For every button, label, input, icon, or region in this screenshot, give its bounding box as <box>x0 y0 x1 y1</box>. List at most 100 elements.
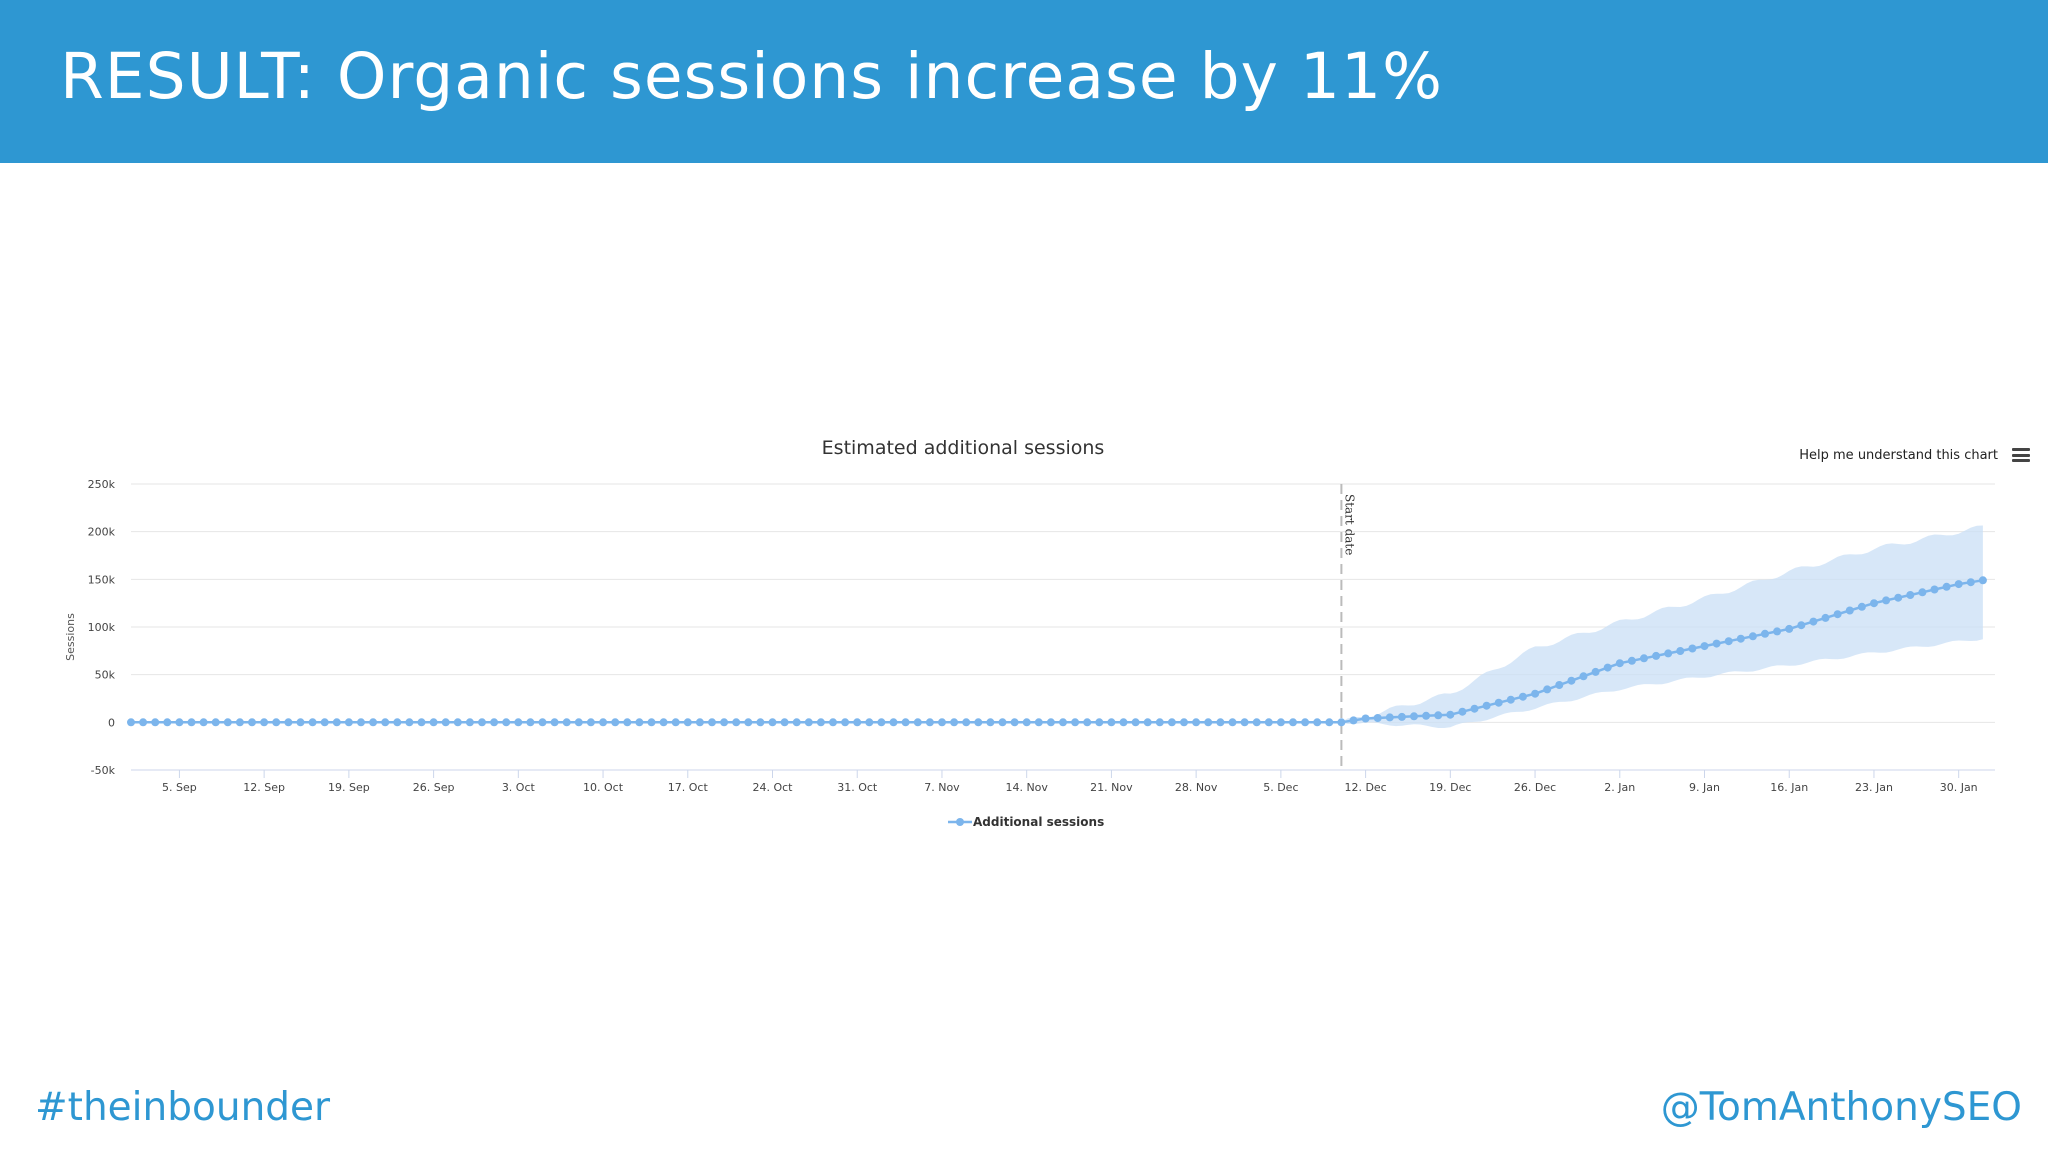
data-point <box>1797 621 1806 630</box>
data-point <box>1010 718 1019 727</box>
data-point <box>720 718 729 727</box>
x-tick-label: 19. Dec <box>1429 781 1471 794</box>
data-point <box>260 718 269 727</box>
data-point <box>514 718 523 727</box>
data-point <box>1506 695 1515 704</box>
data-point <box>1857 602 1866 611</box>
data-point <box>1276 718 1285 727</box>
data-point <box>1385 713 1394 722</box>
legend-item-additional-sessions: Additional sessions <box>973 815 1104 829</box>
x-tick-label: 2. Jan <box>1604 781 1635 794</box>
y-axis-label: Sessions <box>64 613 77 661</box>
data-point <box>829 718 837 727</box>
data-point <box>841 718 850 727</box>
data-point <box>1870 599 1878 608</box>
data-point <box>1543 685 1552 694</box>
data-point <box>792 718 801 727</box>
data-point <box>1155 718 1164 727</box>
x-tick-label: 23. Jan <box>1855 781 1893 794</box>
data-point <box>586 718 595 727</box>
data-point <box>538 718 547 727</box>
data-point <box>1470 704 1479 713</box>
data-point <box>478 718 486 727</box>
data-point <box>1422 711 1431 720</box>
data-point <box>1531 689 1540 698</box>
y-tick-label: 250k <box>88 478 116 491</box>
data-point <box>1289 718 1297 727</box>
data-point <box>1882 596 1891 605</box>
data-point <box>1131 718 1140 727</box>
data-point <box>1349 716 1358 725</box>
data-point <box>1640 654 1648 663</box>
hamburger-menu-icon[interactable] <box>2012 448 2030 462</box>
data-point <box>804 718 813 727</box>
x-tick-label: 10. Oct <box>583 781 624 794</box>
data-point <box>1773 627 1782 636</box>
x-tick-label: 17. Oct <box>668 781 709 794</box>
data-point <box>1252 718 1261 727</box>
data-point <box>1978 576 1987 585</box>
data-point <box>1906 591 1915 599</box>
x-tick-label: 5. Sep <box>162 781 197 794</box>
x-tick-label: 31. Oct <box>837 781 878 794</box>
data-point <box>1942 582 1951 591</box>
data-point <box>1167 718 1176 727</box>
data-point <box>1022 718 1031 727</box>
data-point <box>877 718 886 727</box>
twitter-handle-text: @TomAnthonySEO <box>1660 1085 2022 1130</box>
data-point <box>1095 718 1104 727</box>
data-point <box>1397 712 1406 721</box>
x-tick-label: 26. Dec <box>1514 781 1556 794</box>
hashtag-text: #theinbounder <box>35 1085 331 1130</box>
data-point <box>599 718 608 727</box>
start-date-label: Start date <box>1342 494 1356 555</box>
y-tick-label: 50k <box>95 669 116 682</box>
chart-help-toolbar: Help me understand this chart <box>1700 440 2030 470</box>
x-tick-label: 19. Sep <box>328 781 370 794</box>
data-point <box>1071 718 1080 727</box>
data-point <box>369 718 378 727</box>
y-tick-label: 100k <box>88 621 116 634</box>
data-point <box>344 718 353 727</box>
data-point <box>272 718 281 727</box>
data-point <box>1180 718 1188 727</box>
data-point <box>671 718 680 727</box>
data-point <box>562 718 571 727</box>
data-point <box>1482 701 1491 710</box>
data-point <box>526 718 535 727</box>
data-point <box>1724 637 1733 646</box>
x-tick-label: 3. Oct <box>502 781 536 794</box>
data-point <box>1143 718 1152 727</box>
x-tick-label: 14. Nov <box>1005 781 1048 794</box>
data-point <box>1809 617 1818 626</box>
help-understand-chart-link[interactable]: Help me understand this chart <box>1799 447 1998 463</box>
slide-header: RESULT: Organic sessions increase by 11% <box>0 0 2048 163</box>
data-point <box>211 718 220 727</box>
data-point <box>1361 714 1370 723</box>
data-point <box>1954 580 1963 589</box>
data-point <box>1930 585 1939 594</box>
data-point <box>502 718 511 727</box>
data-point <box>441 718 450 727</box>
data-point <box>647 718 656 727</box>
data-point <box>490 718 499 727</box>
x-tick-label: 26. Sep <box>413 781 455 794</box>
data-point <box>695 718 704 727</box>
data-point <box>1458 707 1467 716</box>
data-point <box>1700 642 1709 651</box>
data-point <box>635 718 644 727</box>
data-point <box>163 718 172 727</box>
data-point <box>1603 663 1612 672</box>
data-point <box>986 718 995 727</box>
data-point <box>223 718 232 727</box>
data-point <box>998 718 1007 727</box>
y-tick-label: 0 <box>108 716 115 729</box>
data-point <box>175 718 184 727</box>
legend-symbol-marker <box>956 818 964 826</box>
data-point <box>1518 692 1527 701</box>
data-point <box>1748 632 1757 641</box>
data-point <box>611 718 620 727</box>
data-point <box>1434 711 1443 720</box>
data-point <box>453 718 462 727</box>
